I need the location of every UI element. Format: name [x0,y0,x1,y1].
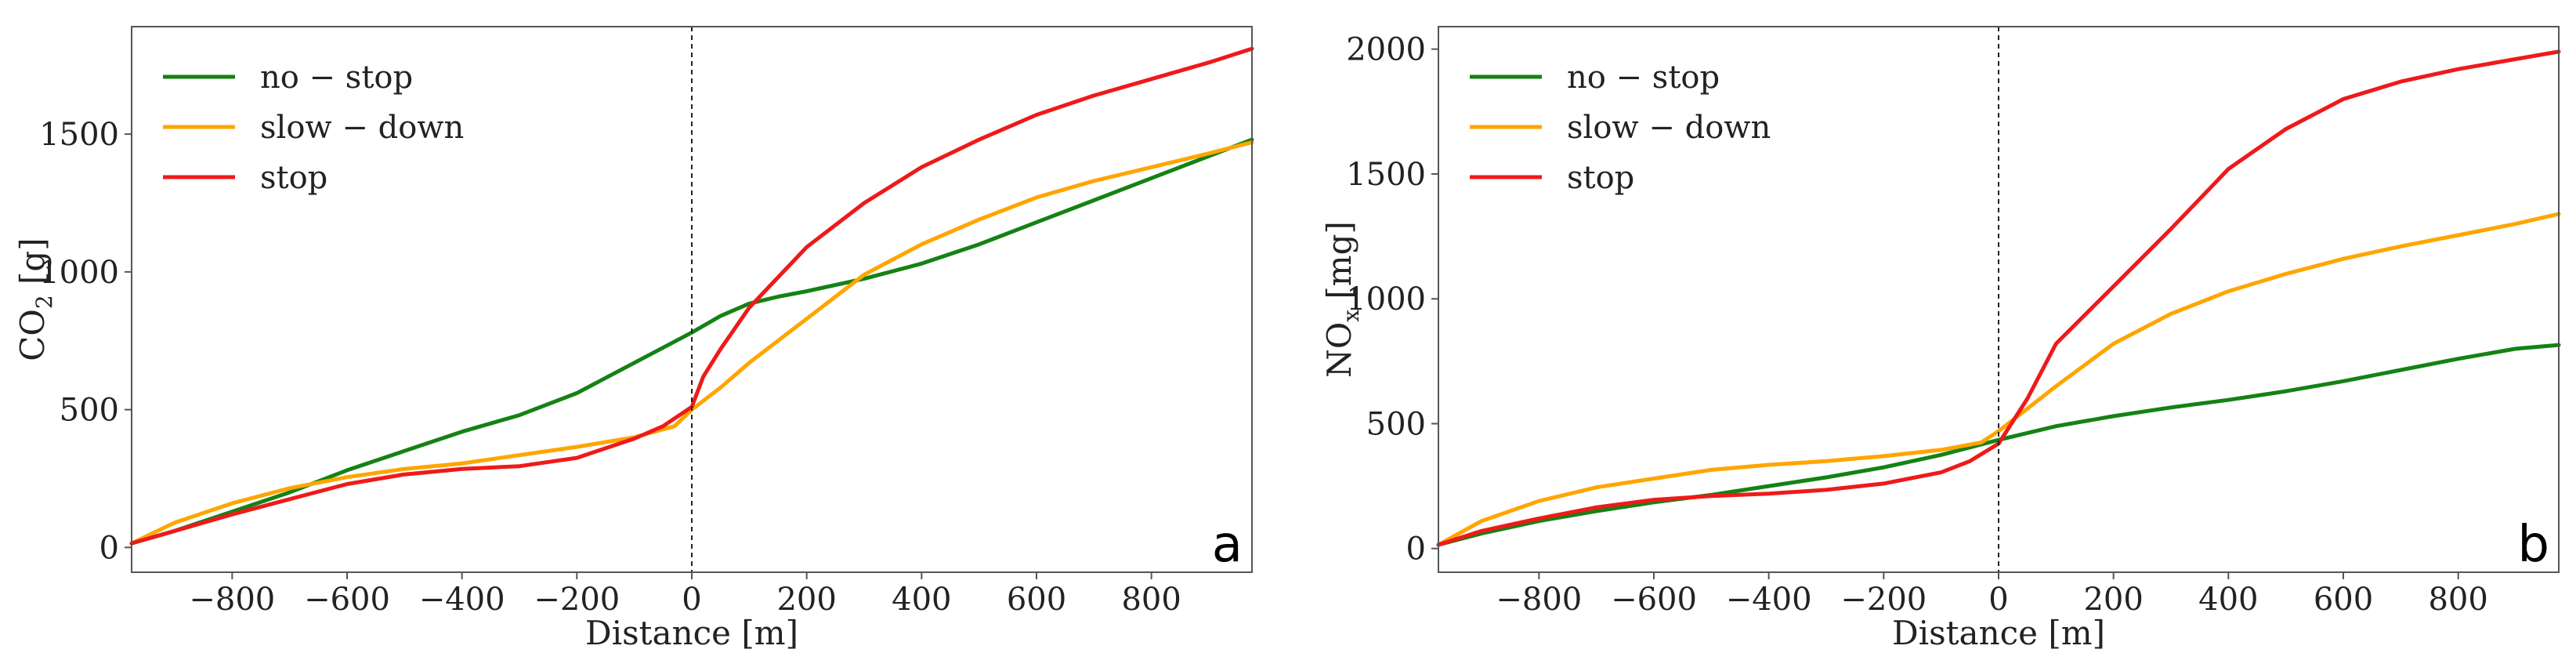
panel-b-x-tick-label: 400 [2198,582,2258,618]
panel-b-series-group [1436,49,2561,547]
panel-b-legend-label: slow − down [1567,110,1771,146]
panel-b-x-tick-label: −400 [1726,582,1812,618]
panel-a-co2: −800 −600 −400 −200 0 200 400 600 800 0 500 1000 15… [13,26,1254,652]
panel-a-x-tick-label: 600 [1007,582,1066,618]
panel-b-y-axis-label: NOx [mg] [1320,221,1364,378]
panel-b-y-tick-label: 0 [1406,531,1426,568]
panel-b-nox: −800 −600 −400 −200 0 200 400 600 800 0 500 1000 15… [1320,26,2561,652]
panel-a-x-tick-label: 0 [682,582,701,618]
panel-a-legend-label: slow − down [260,110,464,146]
panel-a-y-label-unit: [g] [13,238,52,295]
panel-b-y-tick-label: 1000 [1346,281,1426,317]
panel-a-x-tick-label: 800 [1121,582,1181,618]
panel-a-x-tick-label: −200 [534,582,620,618]
panel-b-x-tick-label: 200 [2083,582,2143,618]
panel-a-y-axis-label: CO2 [g] [13,238,57,361]
panel-a-y-label-main: CO [13,309,52,361]
panel-b-series-stop [1436,49,2561,547]
panel-a-series-no-stop [129,137,1254,546]
panel-a-x-tick-label: 400 [892,582,951,618]
panel-b-x-tick-label: 600 [2314,582,2373,618]
panel-b-y-ticks: 0 500 1000 1500 2000 [1346,32,1438,568]
panel-b-y-tick-label: 500 [1366,406,1426,442]
panel-b-series-no-stop [1436,343,2561,547]
panel-b-y-label-unit: [mg] [1320,221,1359,310]
panel-a-y-tick-label: 500 [60,393,119,429]
panel-b-x-tick-label: −800 [1496,582,1582,618]
panel-a-y-tick-label: 0 [99,530,119,566]
panel-b-legend-label: no − stop [1567,60,1720,96]
panel-a-y-ticks: 0 500 1000 1500 [39,117,132,566]
panel-a-y-tick-label: 1500 [39,117,119,153]
panel-b-x-ticks: −800 −600 −400 −200 0 200 400 600 800 [1496,572,2488,618]
panel-b-legend: no − stop slow − down stop [1470,60,1771,196]
panel-b-y-tick-label: 2000 [1346,32,1426,68]
panel-a-x-tick-label: 200 [776,582,836,618]
panel-b-legend-label: stop [1567,160,1634,196]
panel-b-x-tick-label: 0 [1988,582,2008,618]
panel-b-series-slow-down [1436,212,2561,547]
panel-b-x-axis-label: Distance [m] [1892,614,2105,652]
panel-a-x-ticks: −800 −600 −400 −200 0 200 400 600 800 [189,572,1181,618]
panel-b-x-tick-label: 800 [2428,582,2487,618]
panel-b-y-label-main: NO [1320,322,1359,378]
panel-a-x-tick-label: −800 [189,582,275,618]
panel-b-y-tick-label: 1500 [1346,157,1426,193]
panel-a-y-tick-label: 1000 [39,255,119,291]
panel-a-series-stop [129,46,1254,546]
panel-a-y-label-sub: 2 [31,295,57,309]
panel-b-x-tick-label: −600 [1611,582,1697,618]
panel-b-letter: b [2517,516,2549,574]
panel-a-legend-label: stop [260,160,327,196]
panel-b-x-tick-label: −200 [1840,582,1927,618]
panel-a-legend: no − stop slow − down stop [163,60,464,196]
panel-a-x-tick-label: −400 [419,582,505,618]
panel-b-y-label-sub: x [1338,310,1364,322]
panel-a-x-tick-label: −600 [304,582,390,618]
panel-a-legend-label: no − stop [260,60,413,96]
panel-a-letter: a [1212,516,1243,574]
panel-a-x-axis-label: Distance [m] [585,614,798,652]
